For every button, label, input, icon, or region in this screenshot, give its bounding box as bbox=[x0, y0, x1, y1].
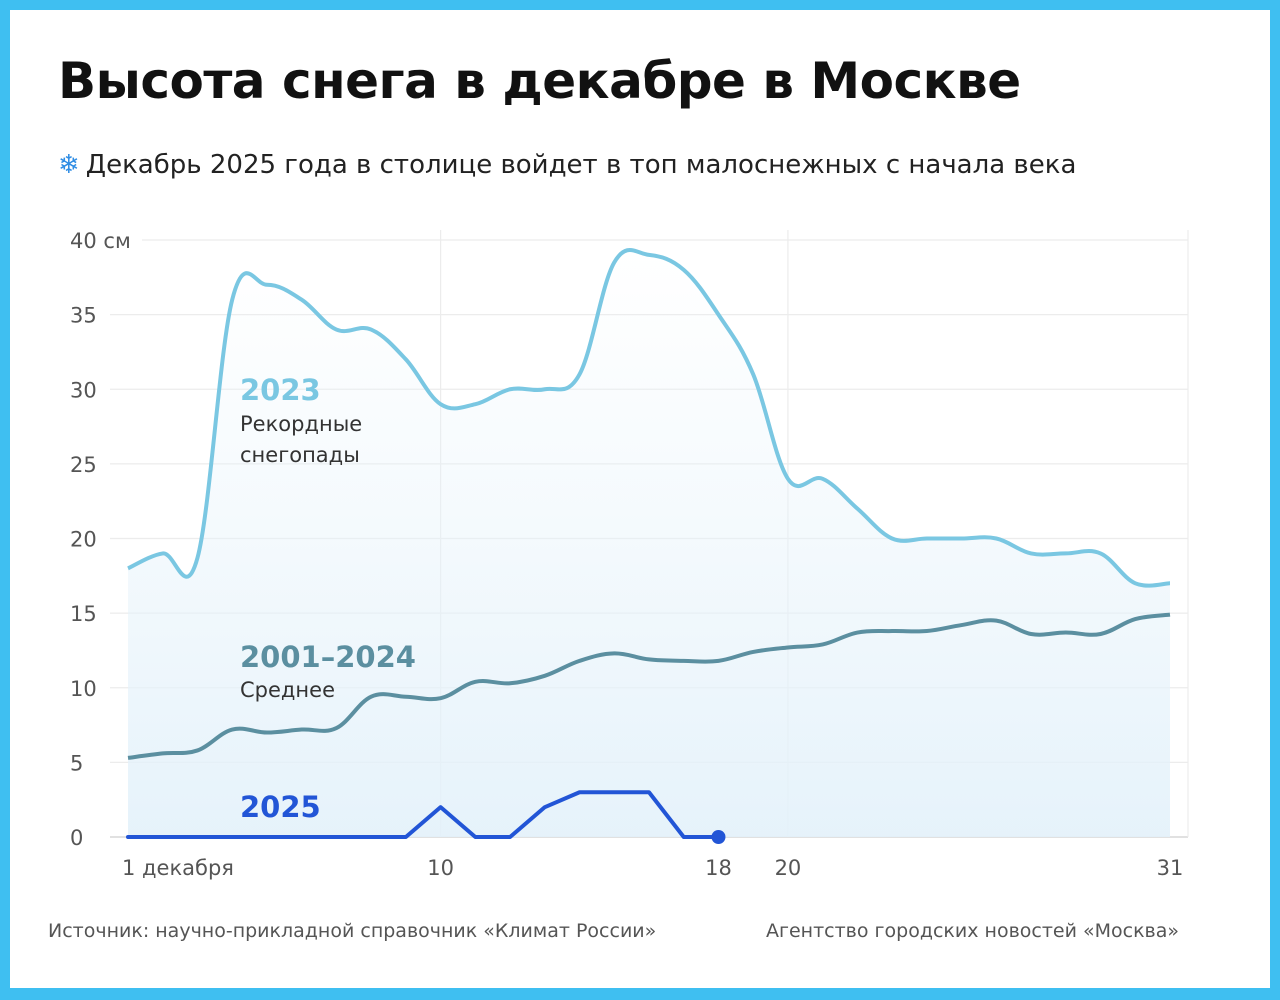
line-2025 bbox=[126, 790, 721, 839]
x-tick-label: 18 bbox=[705, 856, 732, 880]
series-note-average: Среднее bbox=[240, 678, 335, 702]
y-tick-label: 10 bbox=[70, 677, 97, 701]
series-label-2023: 2023 bbox=[240, 373, 321, 407]
chart-subtitle: ❄ Декабрь 2025 года в столице войдет в то… bbox=[58, 150, 1076, 180]
source-note: Источник: научно-прикладной справочник «… bbox=[48, 920, 657, 942]
x-tick-label: 1 декабря bbox=[122, 856, 234, 880]
y-tick-label: 0 bbox=[70, 826, 83, 850]
y-tick-label: 35 bbox=[70, 304, 97, 328]
snowflake-icon: ❄ bbox=[58, 150, 80, 180]
series-note-2023: Рекордные bbox=[240, 412, 362, 436]
line-2023 bbox=[127, 248, 1171, 588]
line-2025-end-marker bbox=[711, 830, 726, 844]
y-tick-label: 30 bbox=[70, 378, 97, 402]
y-tick-label: 15 bbox=[70, 602, 97, 626]
series-label-2025: 2025 bbox=[240, 790, 321, 824]
subtitle-text: Декабрь 2025 года в столице войдет в топ… bbox=[85, 150, 1077, 180]
x-tick-label: 31 bbox=[1157, 856, 1184, 880]
x-tick-label: 20 bbox=[775, 856, 802, 880]
agency-credit: Агентство городских новостей «Москва» bbox=[766, 920, 1180, 942]
line-average-2001-2024 bbox=[127, 612, 1171, 760]
y-tick-label: 40 см bbox=[70, 229, 131, 253]
y-tick-label: 20 bbox=[70, 528, 97, 552]
chart-title: Высота снега в декабре в Москве bbox=[58, 52, 1021, 110]
area-fill-2023 bbox=[128, 249, 1170, 837]
series-label-average: 2001–2024 bbox=[240, 640, 416, 674]
series-note-2023: снегопады bbox=[240, 443, 360, 467]
x-tick-label: 10 bbox=[427, 856, 454, 880]
y-tick-label: 25 bbox=[70, 453, 97, 477]
y-tick-label: 5 bbox=[70, 751, 83, 775]
